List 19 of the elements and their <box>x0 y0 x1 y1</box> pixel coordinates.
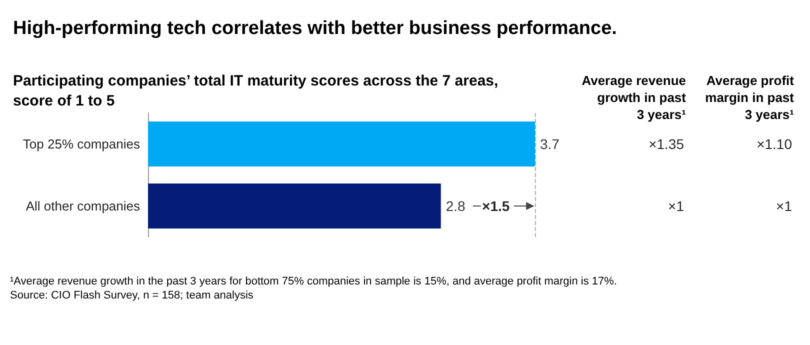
data-label: 2.8 <box>446 198 466 214</box>
text: margin in past <box>705 90 795 105</box>
source-note: Source: CIO Flash Survey, n = 158; team analysis <box>10 290 254 302</box>
text: growth in past <box>597 90 687 105</box>
text: 3 years¹ <box>744 107 794 122</box>
text: ×1 <box>668 198 684 214</box>
data-label: 3.7 <box>540 136 560 152</box>
text: ×1.35 <box>648 136 684 152</box>
text: Average profit <box>706 73 795 88</box>
y-tick-label: All other companies <box>26 198 140 214</box>
text: ×1.10 <box>756 136 792 152</box>
text: 3 years¹ <box>636 107 686 122</box>
annotation: ×1.5 <box>482 198 510 214</box>
y-tick-label: Top 25% companies <box>22 136 140 152</box>
text: ×1 <box>776 198 792 214</box>
chart-title: High-performing tech correlates with better business performance. <box>13 18 617 39</box>
chart-subtitle: Participating companies’ total IT maturity scores across the 7 areas, score of 1 to 5 <box>13 72 502 110</box>
text: ¹Average revenue growth in the past 3 years for bottom 75% companies in sample is 15%, and average profit margin is 17%. <box>10 276 617 288</box>
text: Average revenue <box>582 73 686 88</box>
